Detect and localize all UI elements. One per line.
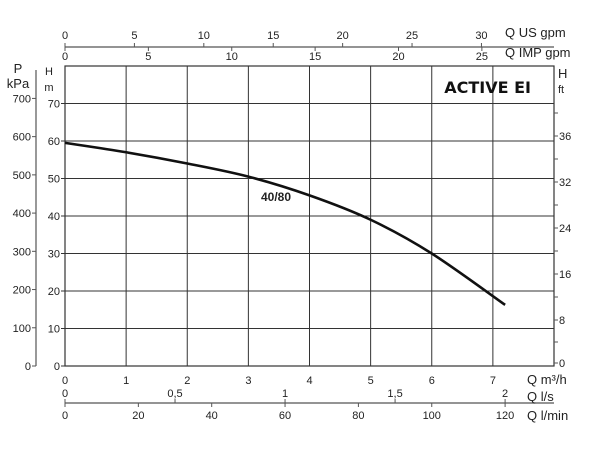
l-min-tick-label: 120 — [496, 410, 514, 422]
y-tick-label: 70 — [48, 99, 60, 111]
pressure-tick-label: 500 — [13, 170, 31, 182]
us-gpm-tick-label: 0 — [62, 30, 68, 42]
us-gpm-tick-label: 10 — [198, 30, 210, 42]
y-tick-label: 0 — [54, 361, 60, 373]
imp-gpm-tick-label: 5 — [145, 51, 151, 63]
y-axis-label-top: H — [45, 66, 53, 78]
x-tick-label: 2 — [184, 375, 190, 387]
l-s-axis-label: Q l/s — [527, 389, 554, 404]
x-tick-label: 5 — [368, 375, 374, 387]
l-min-tick-label: 100 — [423, 410, 441, 422]
ft-tick-label: 36 — [559, 131, 571, 143]
ft-axis-label-top: H — [558, 66, 567, 81]
x-tick-label: 7 — [490, 375, 496, 387]
pressure-tick-label: 700 — [13, 93, 31, 105]
ft-tick-label: 32 — [559, 177, 571, 189]
pressure-tick-label: 200 — [13, 285, 31, 297]
us-gpm-axis-label: Q US gpm — [505, 25, 566, 40]
series: 40/80 — [64, 141, 506, 306]
l-s-tick-label: 0,5 — [167, 388, 182, 400]
pressure-axis-label-top: P — [14, 61, 23, 76]
l-min-tick-label: 0 — [62, 410, 68, 422]
l-s-tick-label: 1 — [282, 388, 288, 400]
y-tick-label: 50 — [48, 174, 60, 186]
us-gpm-tick-label: 30 — [475, 30, 487, 42]
l-s-tick-label: 0 — [62, 388, 68, 400]
us-gpm-tick-label: 25 — [406, 30, 418, 42]
series-line-40-80 — [64, 141, 506, 306]
ft-tick-label: 8 — [559, 315, 565, 327]
series-label: 40/80 — [261, 190, 291, 204]
us-gpm-tick-label: 20 — [337, 30, 349, 42]
ft-tick-label: 0 — [559, 358, 565, 370]
us-gpm-tick-label: 5 — [131, 30, 137, 42]
ft-tick-label: 16 — [559, 269, 571, 281]
x-tick-label: 1 — [123, 375, 129, 387]
x-tick-label: 3 — [245, 375, 251, 387]
imp-gpm-tick-label: 15 — [309, 51, 321, 63]
pressure-tick-label: 400 — [13, 208, 31, 220]
x-tick-label: 6 — [429, 375, 435, 387]
imp-gpm-tick-label: 10 — [226, 51, 238, 63]
x-axis-label: Q m³/h — [527, 372, 567, 387]
l-min-tick-label: 40 — [206, 410, 218, 422]
ft-tick-label: 24 — [559, 223, 571, 235]
l-min-axis-label: Q l/min — [527, 408, 568, 423]
imp-gpm-tick-label: 20 — [392, 51, 404, 63]
y-tick-label: 10 — [48, 324, 60, 336]
y-tick-label: 30 — [48, 249, 60, 261]
imp-gpm-axis-label: Q IMP gpm — [505, 45, 571, 60]
y-tick-label: 60 — [48, 136, 60, 148]
l-s-tick-label: 1,5 — [387, 388, 402, 400]
l-min-tick-label: 20 — [132, 410, 144, 422]
ft-axis-label: ft — [558, 84, 564, 96]
pressure-tick-label: 600 — [13, 132, 31, 144]
pressure-tick-label: 0 — [25, 361, 31, 373]
y-axis-label: m — [44, 82, 53, 94]
imp-gpm-tick-label: 0 — [62, 51, 68, 63]
axes: 0 1 2 3 4 5 6 7010203040506070Hm010020030040050… — [7, 25, 571, 423]
chart-title: ACTIVE EI — [444, 78, 531, 97]
y-tick-label: 20 — [48, 286, 60, 298]
pressure-tick-label: 100 — [13, 323, 31, 335]
l-s-tick-label: 2 — [502, 388, 508, 400]
x-tick-label: 0 — [62, 375, 68, 387]
grid — [64, 65, 555, 367]
l-min-tick-label: 80 — [352, 410, 364, 422]
x-tick-label: 4 — [306, 375, 312, 387]
pressure-tick-label: 300 — [13, 246, 31, 258]
l-min-tick-label: 60 — [279, 410, 291, 422]
imp-gpm-tick-label: 25 — [476, 51, 488, 63]
us-gpm-tick-label: 15 — [267, 30, 279, 42]
y-tick-label: 40 — [48, 211, 60, 223]
pressure-axis-label: kPa — [7, 76, 30, 91]
